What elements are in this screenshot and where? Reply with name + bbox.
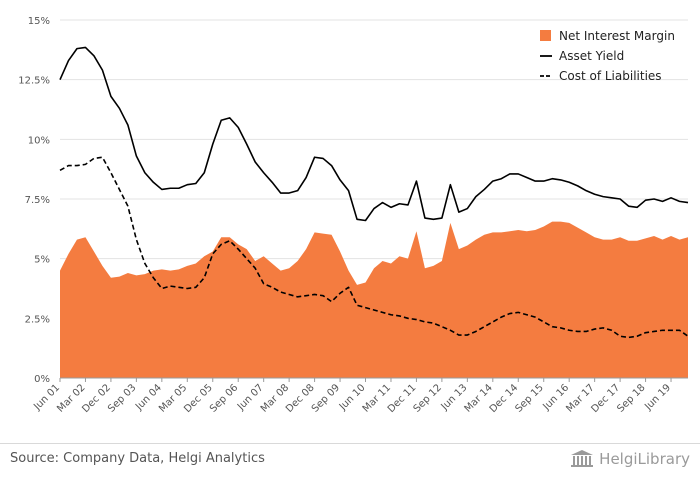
legend-label: Cost of Liabilities [559,69,662,83]
helgi-library-logo[interactable]: HelgiLibrary [570,449,690,469]
x-tick-label: Sep 18 [615,382,647,414]
x-tick-label: Sep 09 [310,382,342,414]
legend-label: Asset Yield [559,49,624,63]
cost-of-liabilities-line [59,156,689,339]
legend-item: Net Interest Margin [540,29,675,43]
line-series-layer [59,46,689,339]
footer-divider [0,443,700,444]
legend-label: Net Interest Margin [559,29,675,43]
y-tick-label: 15% [28,16,50,27]
x-tick-label: Jun 19 [642,382,673,413]
legend-swatch [540,30,551,41]
asset-yield-line [59,46,689,222]
y-tick-label: 0% [34,374,50,385]
legend-item: Cost of Liabilities [540,69,662,83]
legend: Net Interest Margin Asset Yield Cost of Li… [540,29,675,83]
y-axis-tick-labels: 0% 2.5% 5% 7.5% 10% 12.5% 15% [18,16,50,385]
net-interest-margin-area [60,221,688,378]
x-tick-label: Sep 12 [412,382,444,414]
y-tick-label: 7.5% [25,195,50,206]
y-tick-label: 12.5% [18,76,50,87]
axes [59,377,688,382]
y-tick-label: 2.5% [25,314,50,325]
source-note: Source: Company Data, Helgi Analytics [10,451,265,466]
y-tick-label: 5% [34,255,50,266]
area-series-layer [60,221,688,378]
logo-text: HelgiLibrary [599,450,690,468]
x-tick-label: Sep 06 [208,382,240,414]
x-tick-label: Sep 03 [106,382,138,414]
legend-item: Asset Yield [540,49,624,63]
y-tick-label: 10% [28,135,50,146]
x-tick-label: Sep 15 [513,382,545,414]
library-icon [571,450,594,467]
